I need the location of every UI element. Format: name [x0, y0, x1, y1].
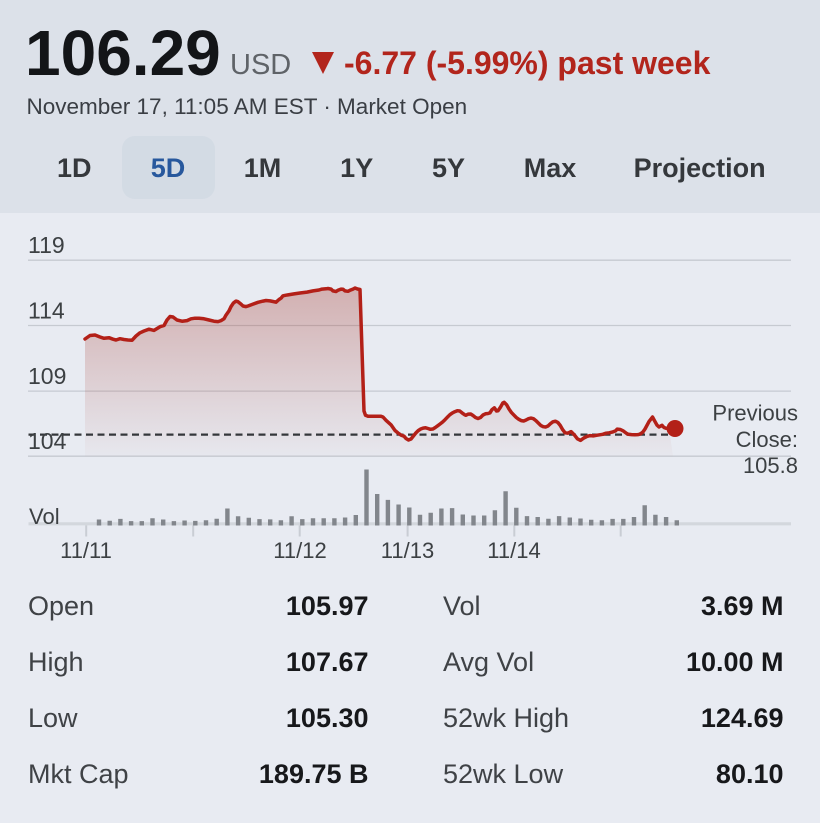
svg-text:119: 119: [28, 232, 65, 258]
svg-text:11/14: 11/14: [487, 538, 540, 563]
svg-text:11/11: 11/11: [60, 538, 112, 563]
svg-text:105.8: 105.8: [743, 453, 798, 478]
svg-text:114: 114: [28, 297, 65, 323]
svg-text:109: 109: [28, 363, 66, 389]
svg-text:11/12: 11/12: [273, 538, 326, 563]
svg-text:Previous: Previous: [712, 400, 798, 425]
svg-text:104: 104: [28, 428, 67, 454]
svg-text:Vol: Vol: [29, 504, 60, 529]
svg-text:Close:: Close:: [736, 427, 798, 452]
svg-text:11/13: 11/13: [381, 538, 434, 563]
